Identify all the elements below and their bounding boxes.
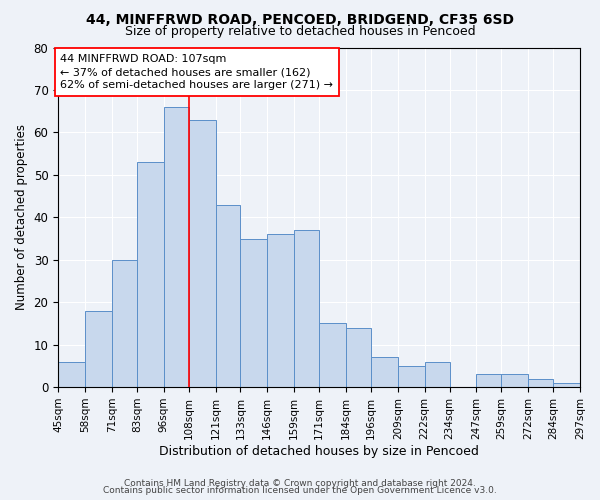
Text: 44, MINFFRWD ROAD, PENCOED, BRIDGEND, CF35 6SD: 44, MINFFRWD ROAD, PENCOED, BRIDGEND, CF… [86,12,514,26]
Bar [319,324,346,387]
Bar [371,358,398,387]
Bar [268,234,294,387]
Text: Contains public sector information licensed under the Open Government Licence v3: Contains public sector information licen… [103,486,497,495]
Bar [58,362,85,387]
Text: 44 MINFFRWD ROAD: 107sqm
← 37% of detached houses are smaller (162)
62% of semi-: 44 MINFFRWD ROAD: 107sqm ← 37% of detach… [60,54,333,90]
Text: Contains HM Land Registry data © Crown copyright and database right 2024.: Contains HM Land Registry data © Crown c… [124,478,476,488]
Bar [215,204,241,387]
Text: Size of property relative to detached houses in Pencoed: Size of property relative to detached ho… [125,25,475,38]
Bar [502,374,528,387]
Bar [164,107,188,387]
Bar [188,120,215,387]
Bar [528,378,553,387]
Bar [476,374,502,387]
Y-axis label: Number of detached properties: Number of detached properties [15,124,28,310]
Bar [137,162,164,387]
Bar [425,362,449,387]
X-axis label: Distribution of detached houses by size in Pencoed: Distribution of detached houses by size … [159,444,479,458]
Bar [346,328,371,387]
Bar [553,383,580,387]
Bar [241,238,268,387]
Bar [112,260,137,387]
Bar [294,230,319,387]
Bar [85,310,112,387]
Bar [398,366,425,387]
